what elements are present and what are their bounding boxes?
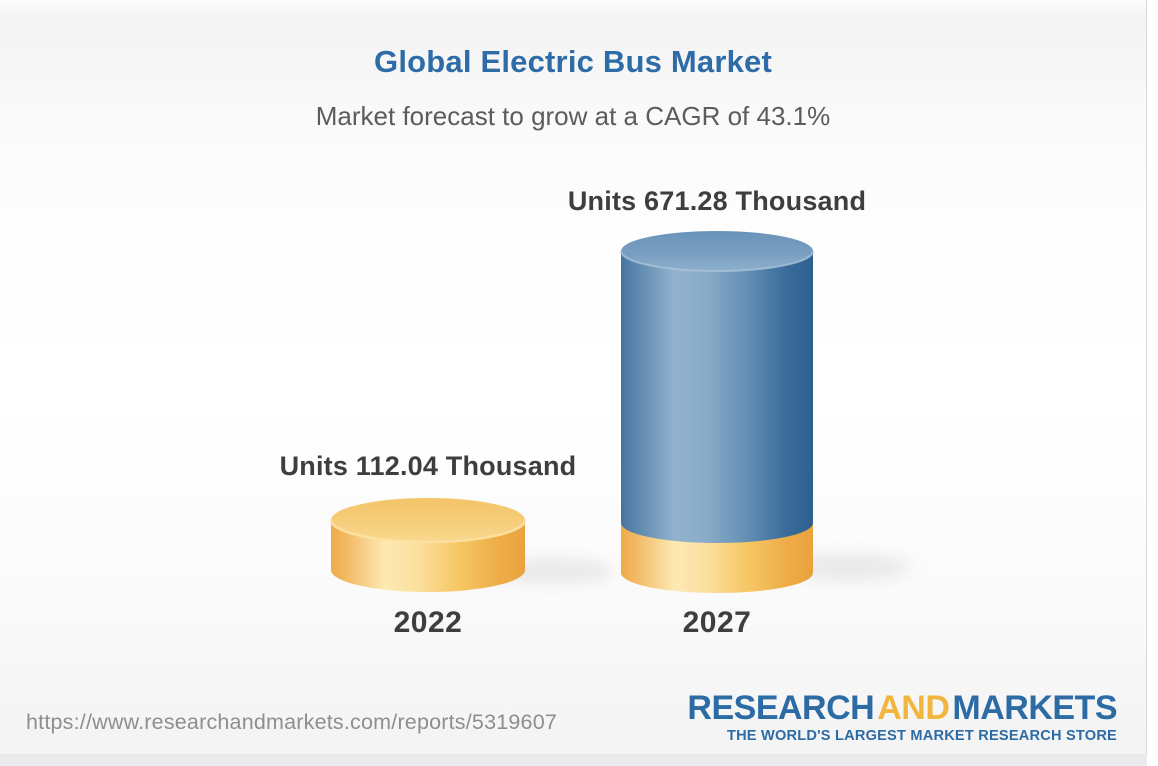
bar-2027-base-band <box>621 523 813 593</box>
bar-2027-blue-body <box>621 251 813 543</box>
bar-cylinder-2027 <box>620 231 814 593</box>
bar-cylinder-2022 <box>329 498 527 592</box>
logo-word-research: RESEARCH <box>687 689 875 727</box>
logo-wordmark: RESEARCHANDMARKETS <box>687 691 1117 725</box>
chart-subtitle: Market forecast to grow at a CAGR of 43.… <box>315 101 831 131</box>
logo-tagline: THE WORLD'S LARGEST MARKET RESEARCH STOR… <box>726 728 1117 744</box>
axis-label-2027: 2027 <box>682 606 752 639</box>
bottom-edge <box>0 754 1147 766</box>
bar-value-label-2022: Units 112.04 Thousand <box>279 451 577 481</box>
bar-shadow-2027 <box>786 553 910 581</box>
brand-logo: RESEARCHANDMARKETS THE WORLD'S LARGEST M… <box>687 691 1117 744</box>
logo-word-and: AND <box>877 689 950 727</box>
logo-word-markets: MARKETS <box>952 689 1117 727</box>
chart-title: Global Electric Bus Market <box>374 44 772 79</box>
axis-label-2022: 2022 <box>393 606 463 639</box>
source-url: https://www.researchandmarkets.com/repor… <box>26 710 558 734</box>
bar-value-label-2027: Units 671.28 Thousand <box>567 186 867 216</box>
